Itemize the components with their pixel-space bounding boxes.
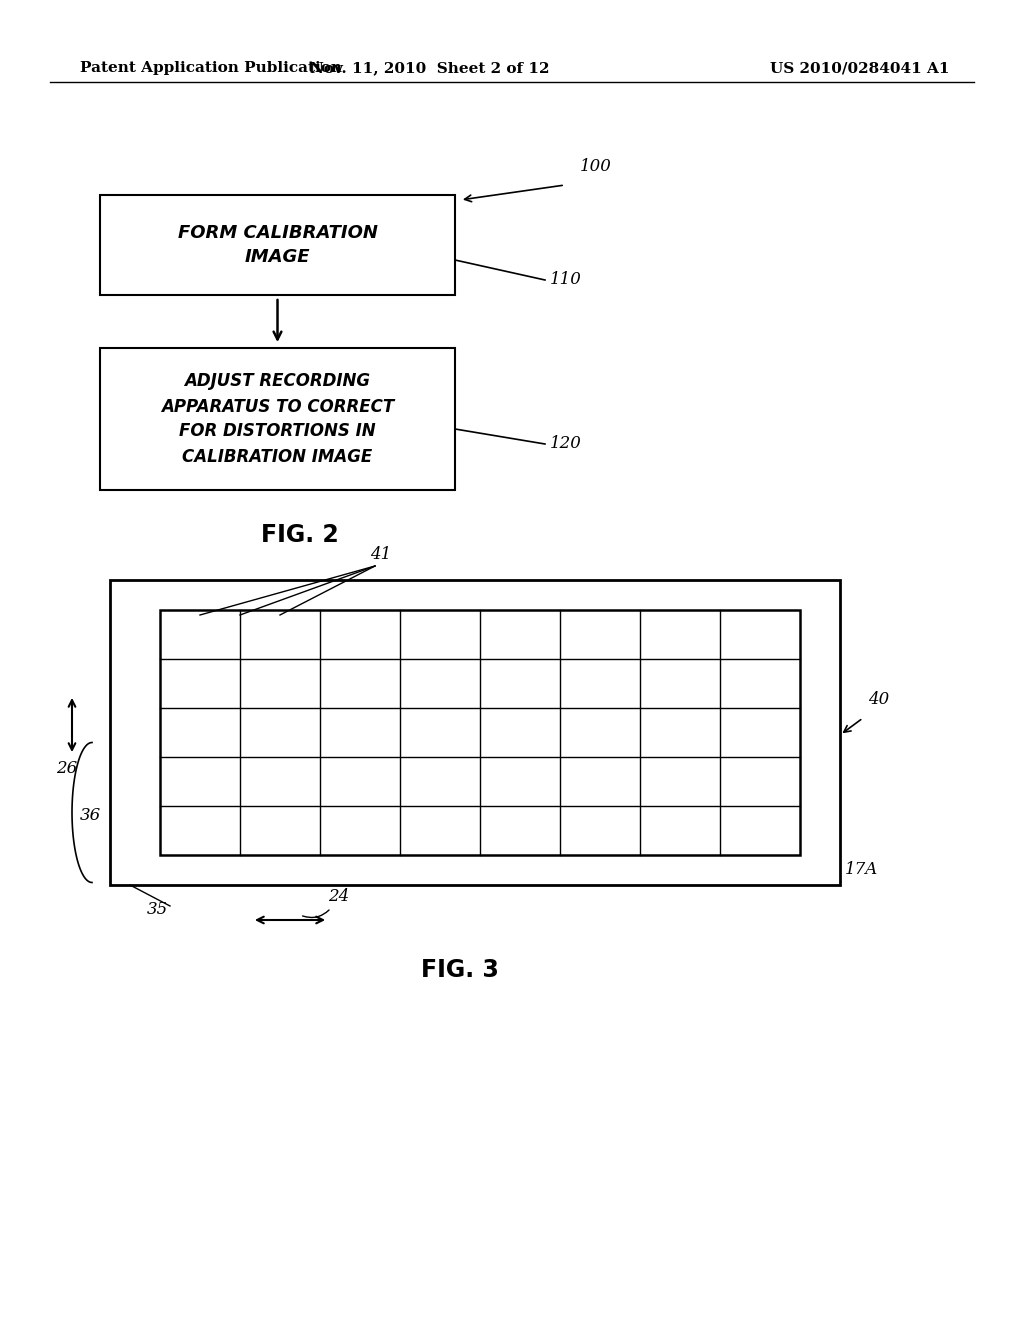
Text: FIG. 2: FIG. 2 <box>261 523 339 546</box>
Bar <box>100 348 455 490</box>
Text: 17A: 17A <box>845 862 879 879</box>
Text: 100: 100 <box>580 158 612 176</box>
Text: 41: 41 <box>370 546 391 564</box>
Text: 110: 110 <box>550 272 582 289</box>
Text: 40: 40 <box>868 690 889 708</box>
Text: 36: 36 <box>80 807 100 824</box>
Bar <box>160 610 800 855</box>
Text: 26: 26 <box>56 760 78 777</box>
Text: ADJUST RECORDING
APPARATUS TO CORRECT
FOR DISTORTIONS IN
CALIBRATION IMAGE: ADJUST RECORDING APPARATUS TO CORRECT FO… <box>161 372 394 466</box>
Text: US 2010/0284041 A1: US 2010/0284041 A1 <box>770 61 950 75</box>
Text: 120: 120 <box>550 436 582 453</box>
Text: 35: 35 <box>146 902 168 919</box>
Text: FIG. 3: FIG. 3 <box>421 958 499 982</box>
Text: FORM CALIBRATION
IMAGE: FORM CALIBRATION IMAGE <box>177 223 378 267</box>
Text: 24: 24 <box>328 888 349 906</box>
Text: Nov. 11, 2010  Sheet 2 of 12: Nov. 11, 2010 Sheet 2 of 12 <box>310 61 550 75</box>
Text: Patent Application Publication: Patent Application Publication <box>80 61 342 75</box>
Bar <box>100 195 455 294</box>
Bar <box>110 579 840 884</box>
